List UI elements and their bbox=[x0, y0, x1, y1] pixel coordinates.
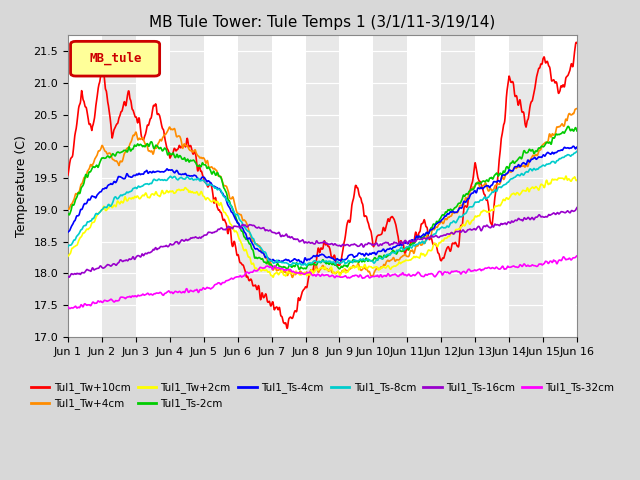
Bar bbox=[271, 36, 305, 337]
Bar bbox=[102, 36, 136, 337]
FancyBboxPatch shape bbox=[70, 41, 159, 76]
Bar bbox=[237, 36, 271, 337]
Bar bbox=[407, 36, 441, 337]
Bar bbox=[475, 36, 509, 337]
Bar bbox=[441, 36, 475, 337]
Bar bbox=[543, 36, 577, 337]
Bar bbox=[509, 36, 543, 337]
Bar bbox=[204, 36, 237, 337]
Bar bbox=[339, 36, 373, 337]
Legend: Tul1_Tw+10cm, Tul1_Tw+4cm, Tul1_Tw+2cm, Tul1_Ts-2cm, Tul1_Ts-4cm, Tul1_Ts-8cm, T: Tul1_Tw+10cm, Tul1_Tw+4cm, Tul1_Tw+2cm, … bbox=[26, 378, 618, 414]
Bar bbox=[136, 36, 170, 337]
Bar bbox=[68, 36, 102, 337]
Bar bbox=[170, 36, 204, 337]
Bar bbox=[373, 36, 407, 337]
Text: MB_tule: MB_tule bbox=[89, 51, 141, 65]
Bar bbox=[305, 36, 339, 337]
Bar bbox=[577, 36, 611, 337]
Y-axis label: Temperature (C): Temperature (C) bbox=[15, 135, 28, 237]
Title: MB Tule Tower: Tule Temps 1 (3/1/11-3/19/14): MB Tule Tower: Tule Temps 1 (3/1/11-3/19… bbox=[149, 15, 495, 30]
